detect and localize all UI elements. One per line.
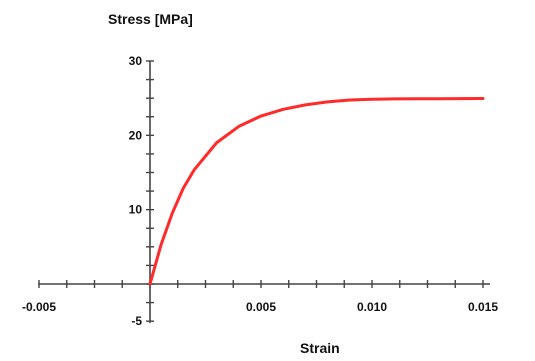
y-tick-label: 30 xyxy=(129,54,143,68)
x-tick-label: 0.015 xyxy=(468,300,498,314)
x-tick-label: 0.010 xyxy=(357,300,387,314)
x-tick-label: -0.005 xyxy=(22,300,56,314)
x-axis-title: Strain xyxy=(300,340,340,356)
y-tick-label: -5 xyxy=(131,314,142,328)
series-layer xyxy=(148,97,485,286)
axes: -0.005 0.005 0.010 0.015 -5 10 20 30 xyxy=(22,54,498,328)
y-axis-title: Stress [MPa] xyxy=(108,11,193,27)
y-tick-label: 20 xyxy=(129,128,143,142)
series-line-0 xyxy=(148,97,485,286)
x-tick-label: 0.005 xyxy=(246,300,276,314)
y-tick-label: 10 xyxy=(129,203,143,217)
